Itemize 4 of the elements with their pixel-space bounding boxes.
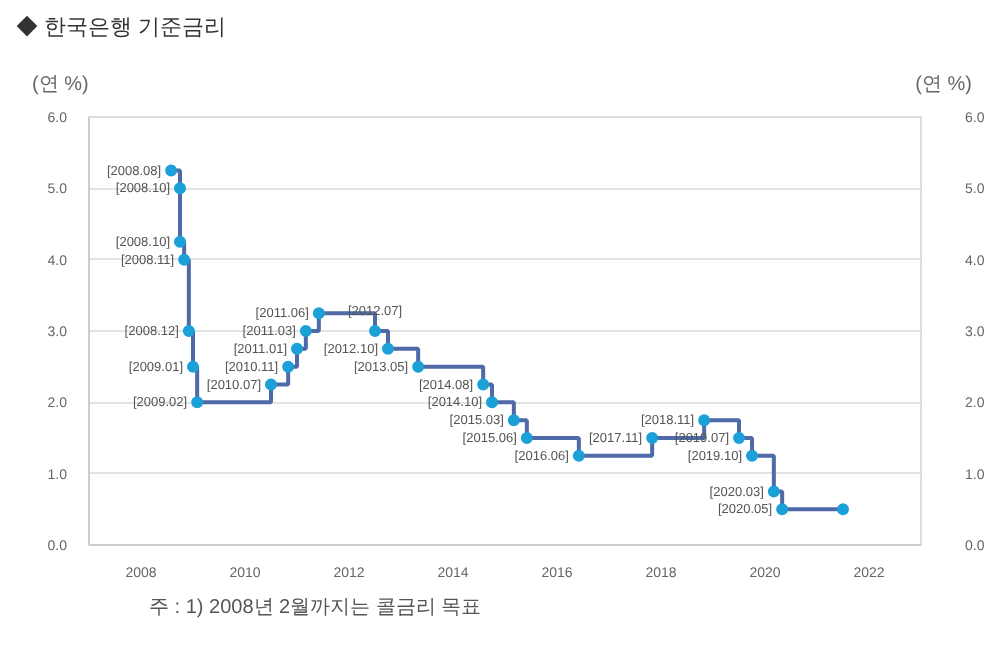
chart-title: ◆ 한국은행 기준금리 xyxy=(16,16,227,40)
y2-axis-title: (연 %) xyxy=(915,72,972,100)
text: 주 : 1) 2008년 2월까지는 콜금리 목표 xyxy=(149,597,482,619)
y-axis-title: (연 %) xyxy=(32,72,89,100)
